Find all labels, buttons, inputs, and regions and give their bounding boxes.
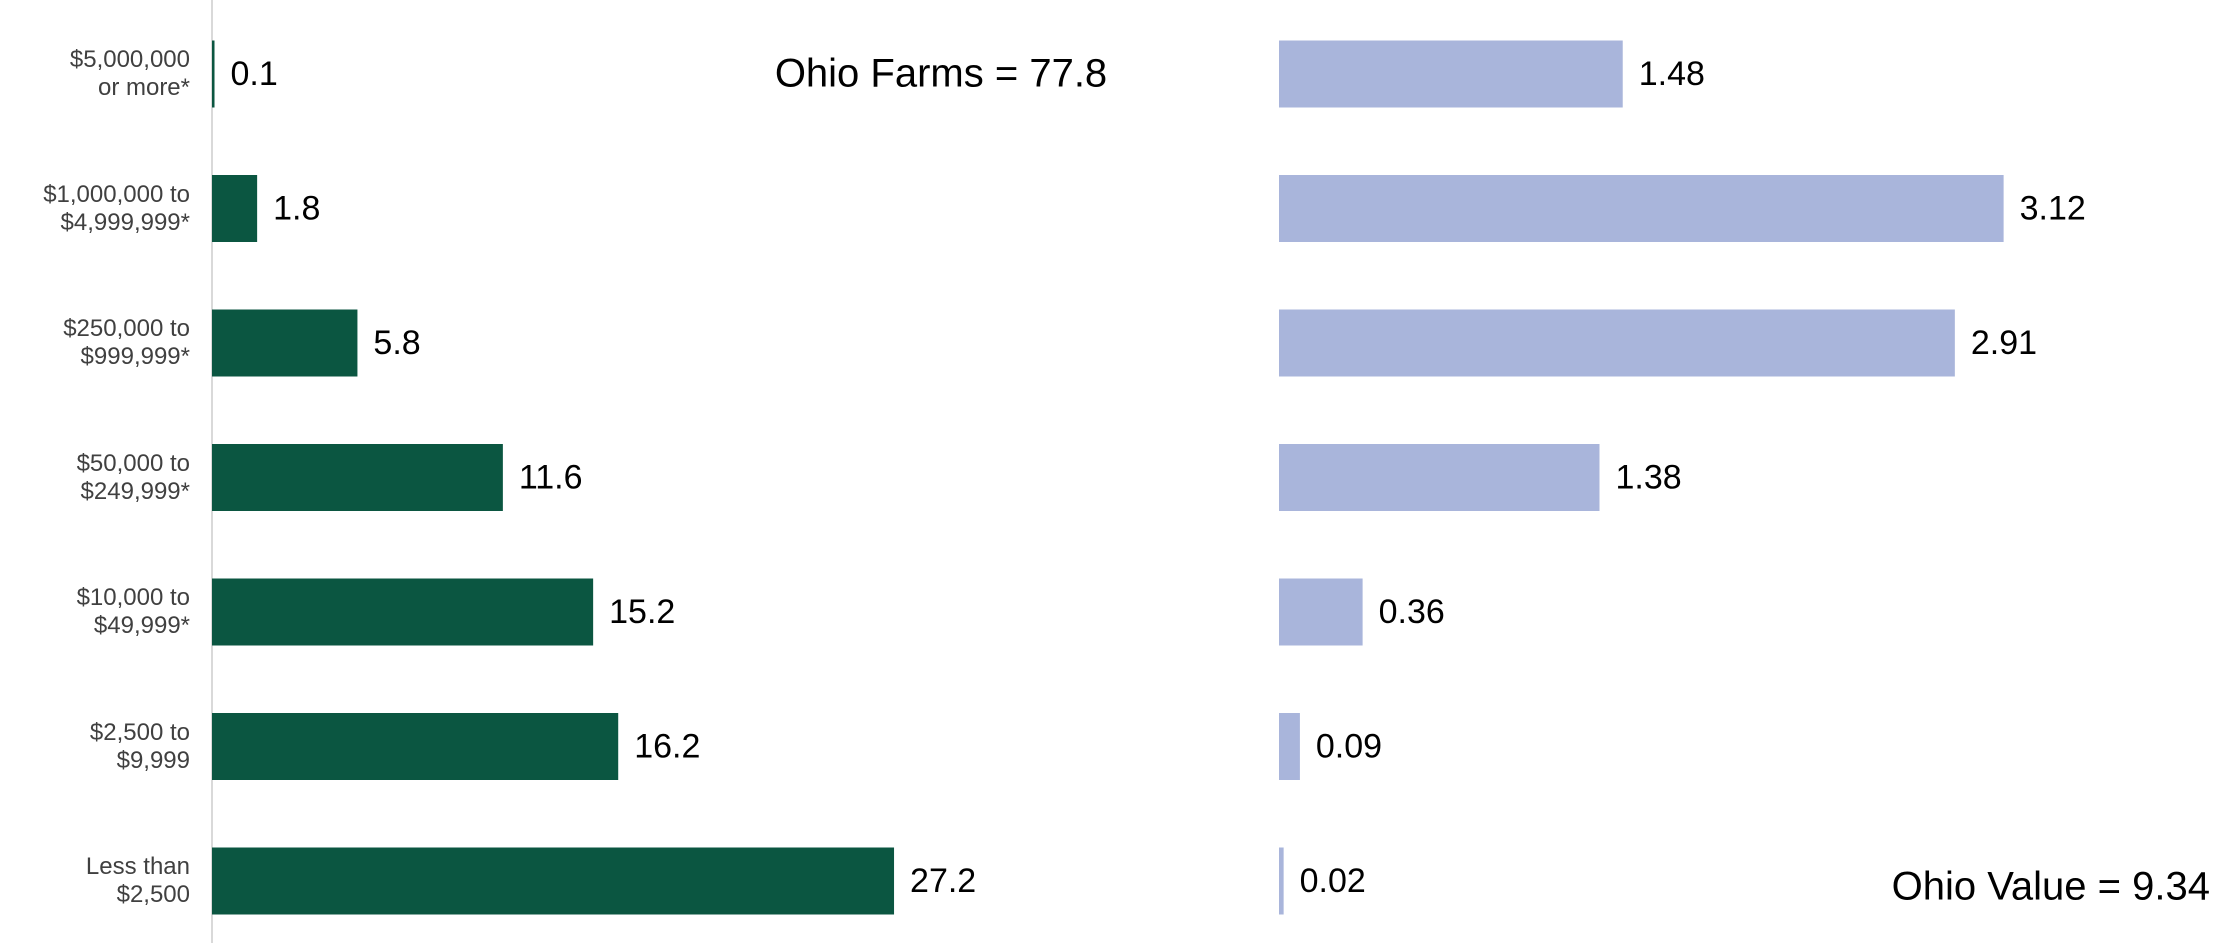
bar [212, 175, 258, 242]
bar [1279, 847, 1284, 915]
value-label: 15.2 [609, 593, 675, 631]
bar [212, 847, 895, 915]
bar [212, 444, 503, 511]
value-label: 2.91 [1971, 324, 2037, 362]
category-label: $5,000,000 or more* [69, 46, 190, 101]
value-label: 3.12 [2020, 189, 2086, 227]
value-label: 1.48 [1639, 55, 1705, 93]
category-label: $50,000 to $249,999* [76, 449, 190, 505]
category-label: Less than $2,500 [85, 853, 190, 908]
value-label: 0.02 [1300, 862, 1366, 900]
bar [1279, 175, 2004, 242]
value-label: 5.8 [373, 324, 420, 362]
bar [212, 40, 215, 108]
bar [1279, 40, 1623, 108]
value-label: 16.2 [634, 727, 700, 765]
bar [212, 309, 358, 377]
bar [212, 713, 619, 780]
bar [1279, 713, 1300, 780]
bar [1279, 309, 1955, 377]
category-label: $1,000,000 to $4,999,999* [43, 180, 190, 236]
bar [1279, 444, 1600, 511]
annotation: Ohio Farms = 77.8 [775, 52, 1107, 96]
annotation: Ohio Value = 9.34 [1892, 865, 2210, 909]
value-label: 1.8 [273, 189, 320, 227]
category-label: $250,000 to $999,999* [63, 315, 190, 370]
category-label: $10,000 to $49,999* [76, 584, 190, 639]
category-label: $2,500 to $9,999 [89, 718, 190, 774]
value-label: 0.1 [231, 55, 278, 93]
value-label: 27.2 [910, 862, 976, 900]
value-label: 11.6 [519, 458, 583, 496]
value-label: 0.36 [1379, 593, 1445, 631]
bar [212, 578, 594, 646]
value-label: 0.09 [1316, 727, 1382, 765]
bar [1279, 578, 1363, 646]
value-label: 1.38 [1616, 458, 1682, 496]
